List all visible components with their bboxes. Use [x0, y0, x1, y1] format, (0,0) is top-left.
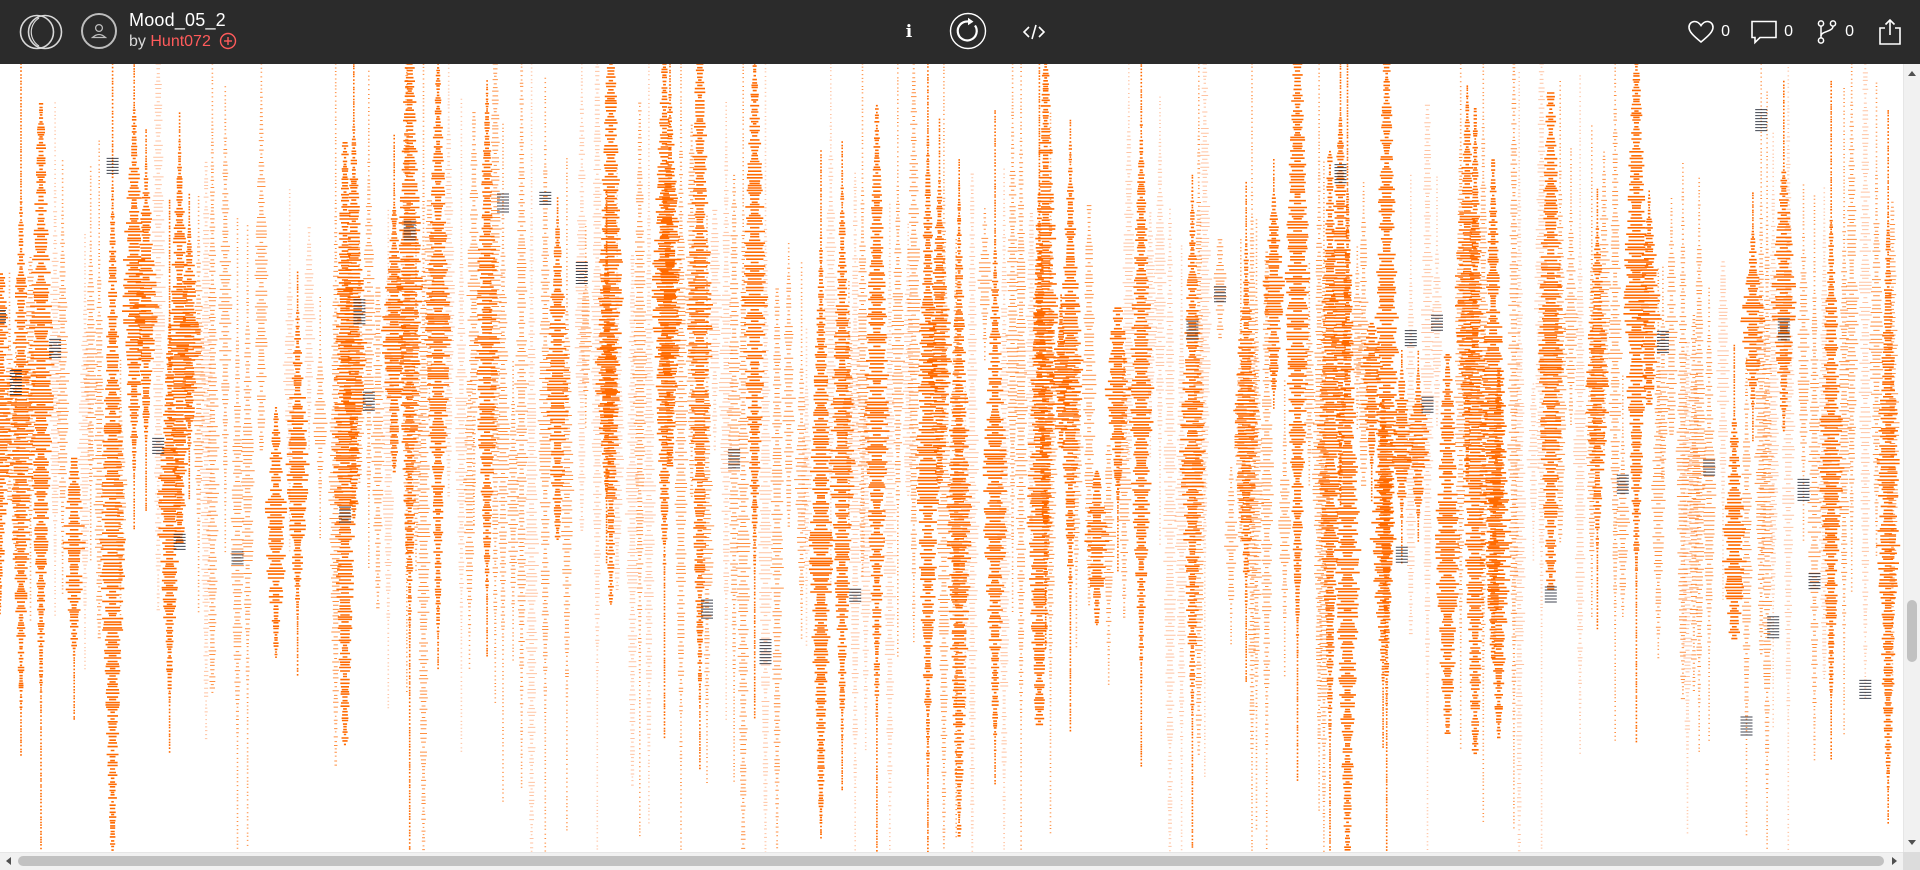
hatch-columns — [0, 64, 1901, 852]
likes-button[interactable]: 0 — [1687, 18, 1730, 46]
info-icon: i — [905, 22, 913, 42]
heart-icon — [1688, 20, 1714, 44]
top-bar: Mood_05_2 by Hunt072 i — [0, 0, 1920, 65]
forks-button[interactable]: 0 — [1815, 18, 1854, 46]
sketch-toolbar: i — [880, 8, 1060, 56]
scroll-down-arrow-icon[interactable] — [1908, 840, 1916, 845]
vertical-scroll-thumb[interactable] — [1907, 600, 1917, 662]
fork-icon — [1817, 20, 1837, 44]
sketch-stats: 0 0 0 — [1660, 0, 1920, 64]
horizontal-scrollbar[interactable] — [0, 852, 1903, 870]
byline: by Hunt072 — [129, 32, 237, 51]
share-icon — [1879, 18, 1901, 45]
comments-count: 0 — [1784, 23, 1793, 40]
likes-count: 0 — [1721, 23, 1730, 40]
author-link[interactable]: Hunt072 — [150, 32, 211, 50]
restart-button[interactable] — [949, 12, 987, 50]
code-button[interactable] — [1021, 20, 1047, 44]
sketch-title: Mood_05_2 — [129, 10, 226, 30]
sketch-canvas[interactable] — [0, 64, 1903, 852]
scroll-left-arrow-icon[interactable] — [6, 857, 11, 865]
generative-art-canvas — [0, 64, 1901, 852]
vertical-scrollbar[interactable] — [1903, 64, 1920, 852]
scrollbar-corner — [1903, 852, 1920, 870]
user-avatar-icon — [90, 23, 108, 39]
forks-count: 0 — [1845, 23, 1854, 40]
horizontal-scroll-thumb[interactable] — [18, 856, 1884, 866]
by-label: by — [129, 32, 146, 50]
scroll-right-arrow-icon[interactable] — [1892, 857, 1897, 865]
sketch-title-block: Mood_05_2 by Hunt072 — [129, 10, 237, 51]
scroll-up-arrow-icon[interactable] — [1908, 71, 1916, 76]
plus-circle-icon[interactable] — [219, 32, 237, 50]
openprocessing-logo-icon[interactable] — [18, 13, 66, 51]
share-button[interactable] — [1876, 18, 1904, 46]
info-button[interactable]: i — [897, 20, 921, 44]
avatar[interactable] — [81, 13, 117, 49]
restart-icon — [949, 12, 987, 50]
comments-button[interactable]: 0 — [1750, 18, 1793, 46]
comment-icon — [1751, 20, 1777, 45]
code-icon — [1022, 24, 1046, 40]
